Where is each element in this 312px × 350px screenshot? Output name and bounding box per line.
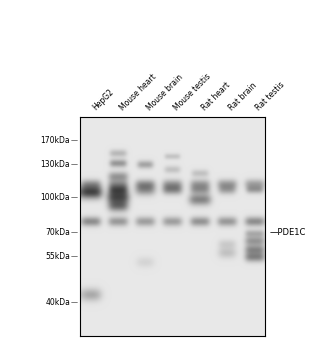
Text: Rat heart: Rat heart [200,80,232,112]
Text: Mouse heart: Mouse heart [118,72,158,112]
Text: 100kDa: 100kDa [41,193,70,202]
Text: 55kDa: 55kDa [45,252,70,261]
Text: —: — [71,253,78,259]
Text: —: — [71,161,78,167]
Text: —: — [71,229,78,235]
Text: 40kDa: 40kDa [45,298,70,307]
Text: 70kDa: 70kDa [45,228,70,237]
Text: Mouse testis: Mouse testis [172,71,213,112]
Text: Rat testis: Rat testis [254,80,286,112]
Text: —: — [71,194,78,200]
Text: HepG2: HepG2 [91,88,115,112]
Text: Rat brain: Rat brain [227,80,258,112]
Text: 170kDa: 170kDa [41,136,70,145]
Text: —PDE1C: —PDE1C [270,228,306,237]
Text: —: — [71,299,78,305]
Text: Mouse brain: Mouse brain [145,72,185,112]
Text: 130kDa: 130kDa [41,160,70,169]
Text: —: — [71,137,78,143]
